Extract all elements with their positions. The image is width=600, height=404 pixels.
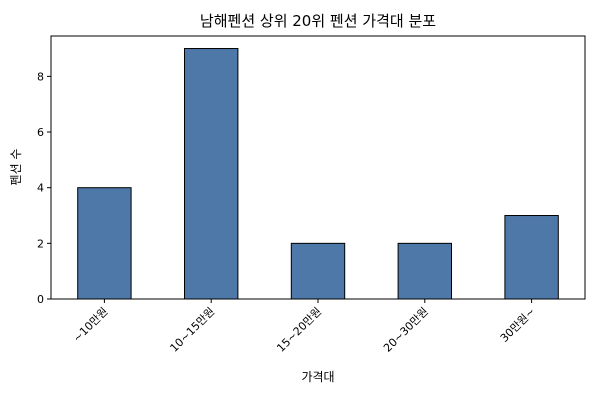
x-tick-label: 15~20만원 bbox=[274, 305, 324, 355]
x-axis-label: 가격대 bbox=[301, 370, 334, 384]
y-axis-label: 펜션 수 bbox=[9, 149, 23, 186]
chart-title: 남해펜션 상위 20위 펜션 가격대 분포 bbox=[200, 12, 436, 30]
x-tick-label: 20~30만원 bbox=[381, 305, 431, 355]
y-tick-label: 8 bbox=[37, 70, 44, 83]
y-tick-label: 0 bbox=[37, 293, 44, 306]
bar bbox=[77, 187, 132, 300]
bars-layer bbox=[77, 48, 559, 300]
x-tick-label: 30만원~ bbox=[498, 305, 538, 345]
bar bbox=[290, 242, 346, 300]
y-tick-label: 4 bbox=[37, 182, 44, 195]
y-tick-label: 2 bbox=[37, 237, 44, 250]
x-tick-label: 10~15만원 bbox=[168, 305, 218, 355]
bar bbox=[397, 242, 453, 300]
x-tick-label: ~10만원 bbox=[71, 305, 111, 345]
x-axis: ~10만원 10~15만원 15~20만원 20~30만원 30만원~ bbox=[71, 299, 538, 355]
bar bbox=[184, 48, 239, 300]
y-tick-label: 6 bbox=[37, 126, 44, 139]
bar bbox=[504, 215, 559, 300]
y-axis: 0 2 4 6 8 bbox=[37, 70, 51, 306]
